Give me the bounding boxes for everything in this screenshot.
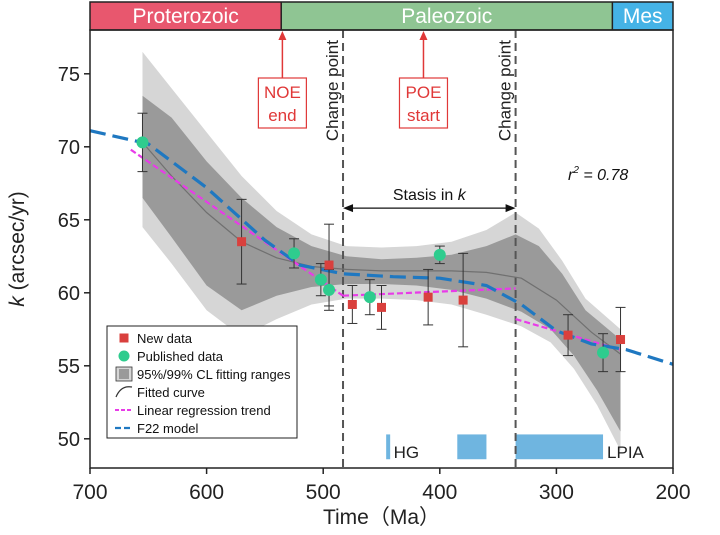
legend-swatch-published-data: [118, 350, 130, 362]
glaciation-bar: [386, 434, 391, 460]
y-tick-label: 65: [58, 210, 80, 232]
new-data-point: [423, 292, 433, 302]
legend: New data Published data 95%/99% CL fitting…: [106, 325, 298, 439]
published-data-point: [136, 136, 149, 149]
era-label: Proterozoic: [133, 5, 239, 28]
event-label: NOE: [264, 83, 301, 102]
f22-model-line: [89, 129, 674, 366]
band-99: [142, 51, 621, 451]
x-axis-label: Time（Ma）: [323, 506, 440, 529]
event-label: POE: [406, 83, 442, 102]
fitted-curve: [142, 142, 621, 355]
event-box: [257, 77, 307, 129]
era-band: [612, 2, 673, 30]
x-tick-label: 600: [189, 481, 224, 504]
y-axis-label: k (arcsec/yr): [6, 191, 29, 307]
r2-annotation: r2 = 0.78: [568, 165, 628, 184]
y-axis-unit: (arcsec/yr): [6, 191, 29, 296]
legend-label: Published data: [137, 349, 224, 364]
new-data-point: [324, 260, 334, 270]
change-point-label: Change point: [496, 40, 515, 141]
legend-label: Linear regression trend: [137, 403, 271, 418]
plot-frame: [89, 29, 674, 469]
era-label: Mes: [623, 5, 663, 28]
band-95: [142, 95, 621, 432]
r2-value: = 0.78: [579, 167, 628, 184]
confidence-bands: [142, 51, 621, 451]
r2-exponent: 2: [572, 165, 579, 176]
new-data-point: [616, 335, 626, 345]
published-data-point: [597, 346, 610, 359]
published-data-point: [363, 291, 376, 304]
f22-model-layer: [89, 129, 674, 366]
change-point-lines: Change point Change point: [323, 30, 517, 468]
y-tick-label: 60: [58, 283, 80, 305]
era-band: [90, 2, 282, 30]
published-data-point: [314, 273, 327, 286]
legend-swatch-fitted-curve: [115, 386, 133, 398]
x-tick-label: 200: [655, 481, 690, 504]
legend-swatch-new-data: [119, 333, 129, 343]
glaciation-bar: [457, 434, 487, 460]
legend-label: New data: [137, 331, 193, 346]
y-tick-label: 55: [58, 356, 80, 378]
stasis-label: Stasis in: [393, 187, 458, 204]
published-data-point: [323, 283, 336, 296]
era-label: Paleozoic: [401, 5, 492, 28]
legend-label: F22 model: [137, 421, 199, 436]
linear-trend-segment: [130, 148, 344, 297]
change-point-label: Change point: [323, 40, 342, 141]
x-tick-label: 300: [539, 481, 574, 504]
published-data-point: [433, 248, 446, 261]
new-data-point: [458, 295, 468, 305]
event-box: [398, 77, 449, 129]
glaciation-label: HG: [394, 443, 420, 462]
y-axis-variable: k: [6, 295, 29, 307]
era-bar: Proterozoic Paleozoic Mes: [89, 1, 674, 31]
x-tick-label: 500: [306, 481, 341, 504]
glaciation-label: LPIA: [607, 443, 645, 462]
legend-box: [106, 325, 298, 439]
stasis-label-group: Stasis in k: [393, 187, 467, 204]
fitted-curve-layer: [142, 142, 621, 355]
published-data-point: [288, 247, 301, 260]
event-arrowhead: [278, 31, 287, 40]
y-tick-label: 70: [58, 137, 80, 159]
annotations: NOE end POE start Stasis in k r2 = 0.78: [257, 31, 628, 213]
x-tick-label: 400: [422, 481, 457, 504]
event-label: end: [268, 106, 296, 125]
stasis-arrowhead-right: [505, 204, 516, 213]
stasis-arrowhead-left: [343, 204, 354, 213]
legend-label: Fitted curve: [137, 385, 205, 400]
glaciation-bars: HG LPIA: [386, 434, 645, 462]
event-arrowhead: [419, 31, 428, 40]
axes: 700 600 500 400 300 200 50 55 60 65 70 75 Time（Ma） k …: [6, 29, 691, 529]
new-data-point: [563, 330, 573, 340]
r2-symbol: r: [568, 167, 574, 184]
y-tick-label: 75: [58, 64, 80, 86]
new-data-point: [237, 237, 247, 247]
legend-label: 95%/99% CL fitting ranges: [137, 367, 291, 382]
y-tick-label: 50: [58, 429, 80, 451]
new-data-point: [347, 299, 357, 309]
new-data-point: [377, 302, 386, 312]
x-tick-label: 700: [72, 481, 107, 504]
legend-swatch-band95: [119, 369, 129, 379]
stasis-variable: k: [458, 187, 467, 204]
data-points: [136, 136, 626, 359]
event-label: start: [407, 106, 440, 125]
era-band: [281, 2, 613, 30]
glaciation-bar: [515, 434, 604, 460]
